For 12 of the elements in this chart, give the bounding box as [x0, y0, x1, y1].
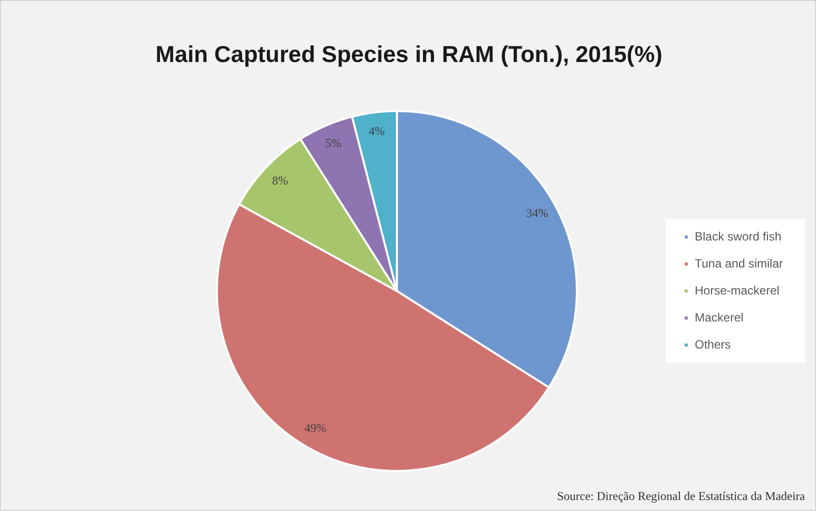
source-note: Source: Direção Regional de Estatística da Madeira	[557, 489, 805, 504]
legend-label: Black sword fish	[694, 229, 782, 244]
data-label: 5%	[325, 136, 342, 150]
data-label: 4%	[368, 124, 385, 138]
chart-title: Main Captured Species in RAM (Ton.), 2015(%)	[154, 41, 664, 68]
legend-label: Tuna and similar	[694, 256, 784, 270]
data-label: 8%	[272, 173, 288, 188]
data-label: 34%	[526, 206, 548, 220]
legend-label: Others	[694, 337, 731, 352]
legend-label: Mackerel	[694, 310, 744, 324]
legend-label: Horse-mackerel	[694, 283, 780, 298]
data-label: 49%	[304, 421, 326, 436]
